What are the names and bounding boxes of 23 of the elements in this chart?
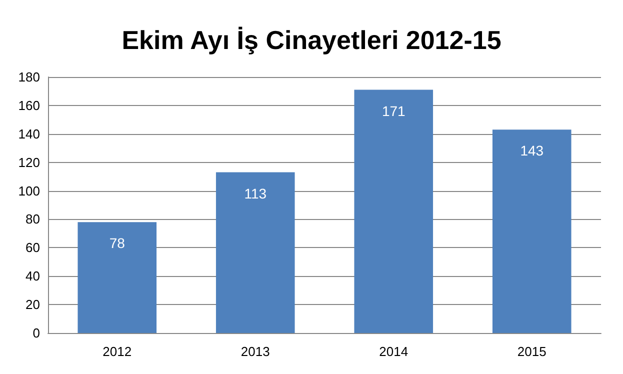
y-tick-label: 180: [18, 70, 40, 84]
data-label: 113: [244, 185, 267, 202]
x-tick-label: 2014: [379, 344, 408, 359]
bar: [492, 130, 572, 333]
data-label: 171: [382, 102, 406, 119]
y-tick-label: 120: [18, 154, 40, 170]
y-tick-label: 100: [18, 183, 40, 198]
x-tick-label: 2013: [240, 344, 270, 359]
y-tick-label: 60: [26, 240, 40, 256]
data-label: 78: [109, 235, 126, 252]
data-label: 143: [520, 142, 544, 159]
y-tick-label: 80: [26, 212, 40, 227]
x-tick-label: 2012: [102, 344, 132, 359]
x-tick-label: 2015: [517, 344, 546, 359]
y-tick-label: 40: [26, 268, 40, 284]
y-tick-label: 160: [18, 98, 40, 113]
y-tick-label: 20: [26, 297, 40, 312]
y-tick-label: 0: [32, 326, 40, 340]
y-tick-label: 140: [18, 126, 40, 142]
bar: [216, 172, 295, 333]
bar: [78, 222, 157, 333]
chart-title: Ekim Ayı İş Cinayetleri 2012-15: [122, 25, 502, 55]
bar: [354, 90, 434, 333]
